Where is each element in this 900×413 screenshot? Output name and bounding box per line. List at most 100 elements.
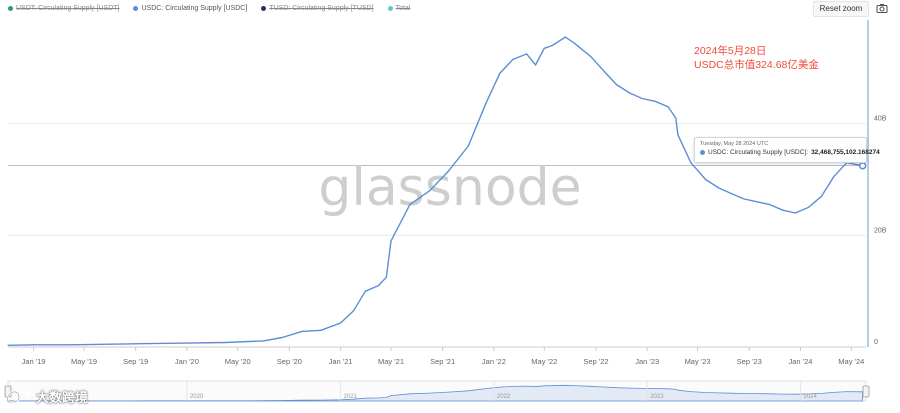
grid-lines (8, 20, 869, 348)
legend-label: USDC: Circulating Supply [USDC] (141, 4, 248, 12)
data-point (641, 97, 643, 100)
data-point (820, 195, 823, 197)
data-point (667, 106, 669, 108)
glassnode-watermark: glassnode (318, 158, 581, 218)
data-point (807, 206, 810, 209)
data-point (499, 72, 501, 75)
data-point (447, 170, 450, 172)
data-point (390, 240, 392, 242)
legend-dot-icon (387, 5, 393, 11)
brand-watermark: 大数跨境 (4, 387, 88, 406)
legend-dot-icon (8, 5, 13, 11)
navigator-tick-label: 2020 (190, 394, 204, 400)
x-tick-label: Jan '23 (635, 357, 659, 366)
annotation-market-cap: USDC总市值324.68亿美金 (694, 59, 819, 71)
data-point (543, 47, 545, 49)
x-tick-label: Sep '21 (430, 357, 455, 366)
data-point (147, 343, 149, 345)
tooltip-value: 32,468,755,102.168274 (811, 149, 880, 156)
data-point (281, 336, 283, 339)
x-tick-label: Jan '24 (789, 357, 813, 366)
x-tick-label: Sep '23 (737, 357, 762, 366)
navigator-series (7, 384, 863, 402)
navigator-right-handle[interactable] (862, 385, 870, 398)
x-tick-label: Jan '19 (22, 357, 46, 366)
brand-watermark-text: 大数跨境 (36, 390, 89, 405)
x-tick-label: Sep '20 (277, 357, 302, 366)
tooltip-series-dot (700, 150, 705, 155)
navigator-tick-label: 2023 (650, 394, 664, 400)
camera-icon[interactable] (876, 2, 888, 14)
data-point (353, 310, 355, 312)
data-point (564, 36, 566, 38)
x-tick-label: May '22 (531, 357, 557, 366)
data-point (730, 192, 732, 195)
legend-label: TUSD: Circulating Supply [TUSD] (269, 4, 374, 12)
data-point (677, 134, 679, 136)
hover-point-marker (858, 161, 867, 170)
data-point (224, 341, 226, 344)
data-point (717, 187, 720, 189)
legend-item[interactable]: USDC: Circulating Supply [USDC] (133, 2, 247, 14)
data-point (320, 329, 322, 331)
legend-label: USDT: Circulating Supply [USDT] (16, 4, 120, 12)
data-point (782, 209, 784, 211)
chart-legend: USDT: Circulating Supply [USDT] USDC: Cir… (8, 2, 410, 14)
data-point (486, 100, 488, 102)
x-tick-label: Sep '19 (123, 357, 148, 366)
legend-item[interactable]: USDT: Circulating Supply [USDT] (8, 2, 119, 14)
x-tick-label: Sep '22 (583, 357, 608, 366)
tooltip-row: USDC: Circulating Supply [USDC]: 32,468,… (700, 149, 880, 156)
y-tick-label: 20B (874, 227, 887, 234)
data-point (7, 344, 9, 346)
legend-dot-icon (261, 5, 267, 11)
x-axis: Jan '19 May '19 Sep '19 Jan '20 May '20 Sep '… (22, 347, 864, 366)
tooltip-date: Tuesday, May 28 2024 UTC (700, 141, 769, 147)
data-point (628, 92, 631, 94)
data-point (794, 212, 797, 214)
tooltip: Tuesday, May 28 2024 UTC USDC: Circulati… (694, 137, 880, 163)
x-tick-label: May '24 (838, 357, 864, 366)
data-point (340, 322, 342, 324)
data-point (109, 343, 111, 345)
data-point (654, 100, 656, 102)
data-point (377, 284, 380, 287)
data-point (551, 44, 553, 47)
data-point (385, 276, 387, 278)
navigator-tick-label: 2022 (497, 394, 511, 400)
tooltip-series-label: USDC: Circulating Supply [USDC]: (708, 149, 809, 156)
data-point (690, 162, 692, 164)
annotation-text: 2024年5月28日 USDC总市值324.68亿美金 (694, 44, 819, 72)
x-tick-label: Jan '22 (482, 357, 506, 366)
legend-dot-icon (133, 5, 139, 11)
x-tick-label: May '23 (685, 357, 711, 366)
data-point (590, 56, 592, 58)
x-tick-label: Jan '20 (175, 357, 199, 366)
data-point (70, 344, 73, 346)
legend-item[interactable]: Total (387, 2, 411, 14)
data-point (605, 72, 607, 75)
data-point (301, 330, 303, 332)
data-point (756, 201, 758, 203)
reset-zoom-button[interactable]: Reset zoom (813, 1, 869, 17)
y-tick-label: 40B (874, 116, 887, 123)
data-point (262, 340, 264, 342)
navigator: 2020 2021 2022 2023 2024 (4, 380, 870, 402)
y-axis: 0 20B 40B (874, 116, 887, 346)
x-tick-label: May '19 (71, 357, 97, 366)
data-point (769, 204, 771, 206)
legend-label: Total (395, 4, 411, 12)
data-point (429, 190, 431, 192)
data-point (573, 42, 575, 44)
data-point (704, 178, 707, 181)
annotation-date: 2024年5月28日 (694, 45, 767, 57)
navigator-tick-label: 2021 (344, 394, 358, 400)
data-point (534, 64, 537, 66)
legend-item[interactable]: TUSD: Circulating Supply [TUSD] (261, 2, 374, 14)
x-tick-label: Jan '21 (329, 357, 353, 366)
data-point (512, 58, 514, 61)
data-point (409, 204, 411, 206)
data-point (364, 290, 366, 292)
x-tick-label: May '21 (378, 357, 404, 366)
